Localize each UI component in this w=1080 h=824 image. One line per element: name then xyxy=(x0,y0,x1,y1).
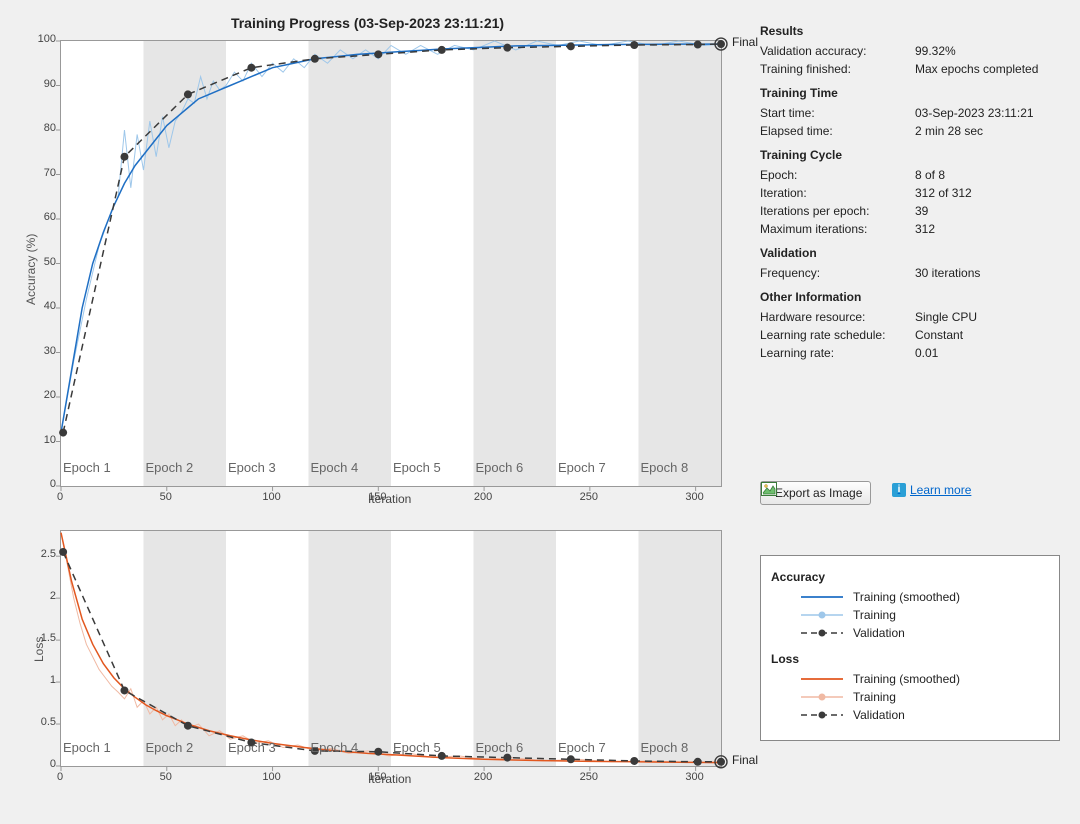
ytick-label: 0.5 xyxy=(30,716,56,728)
results-heading: Results xyxy=(760,24,1060,38)
info-icon: i xyxy=(892,483,906,497)
legend-row-acc-validation: Validation xyxy=(801,626,1049,640)
ytick-label: 90 xyxy=(30,78,56,90)
xtick-label: 50 xyxy=(154,771,178,783)
page-title: Training Progress (03-Sep-2023 23:11:21) xyxy=(0,15,735,31)
final-label: Final xyxy=(732,753,758,767)
epoch-label: Epoch 5 xyxy=(393,460,441,475)
xtick-label: 0 xyxy=(48,771,72,783)
epoch-label: Epoch 1 xyxy=(63,740,111,755)
xtick-label: 0 xyxy=(48,491,72,503)
learn-more-label: Learn more xyxy=(910,483,971,497)
legend-row-loss-validation: Validation xyxy=(801,708,1049,722)
epoch-label: Epoch 2 xyxy=(146,740,194,755)
epoch-label: Epoch 6 xyxy=(476,460,524,475)
xtick-label: 200 xyxy=(471,491,495,503)
xtick-label: 150 xyxy=(365,491,389,503)
epoch-label: Epoch 5 xyxy=(393,740,441,755)
xtick-label: 200 xyxy=(471,771,495,783)
loss-chart xyxy=(60,530,722,767)
info-row: Start time:03-Sep-2023 23:11:21 xyxy=(760,106,1060,120)
xtick-label: 100 xyxy=(260,771,284,783)
info-row: Learning rate schedule:Constant xyxy=(760,328,1060,342)
export-button-label: Export as Image xyxy=(775,486,862,500)
legend-box: Accuracy Training (smoothed) Training Va… xyxy=(760,555,1060,741)
legend-row-acc-smoothed: Training (smoothed) xyxy=(801,590,1049,604)
epoch-label: Epoch 3 xyxy=(228,460,276,475)
legend-row-loss-smoothed: Training (smoothed) xyxy=(801,672,1049,686)
other-info-heading: Other Information xyxy=(760,290,1060,304)
info-row: Iterations per epoch:39 xyxy=(760,204,1060,218)
epoch-label: Epoch 3 xyxy=(228,740,276,755)
ytick-label: 50 xyxy=(30,256,56,268)
info-row: Training finished:Max epochs completed xyxy=(760,62,1060,76)
xtick-label: 100 xyxy=(260,491,284,503)
xtick-label: 300 xyxy=(683,771,707,783)
info-row: Maximum iterations:312 xyxy=(760,222,1060,236)
ytick-label: 1 xyxy=(30,674,56,686)
info-panel: Results Validation accuracy:99.32% Traini… xyxy=(760,24,1060,364)
info-row: Hardware resource:Single CPU xyxy=(760,310,1060,324)
ytick-label: 70 xyxy=(30,167,56,179)
info-row: Elapsed time:2 min 28 sec xyxy=(760,124,1060,138)
xtick-label: 50 xyxy=(154,491,178,503)
legend-accuracy-heading: Accuracy xyxy=(771,570,1049,584)
validation-heading: Validation xyxy=(760,246,1060,260)
info-row: Validation accuracy:99.32% xyxy=(760,44,1060,58)
epoch-label: Epoch 1 xyxy=(63,460,111,475)
ytick-label: 10 xyxy=(30,434,56,446)
xtick-label: 300 xyxy=(683,491,707,503)
ytick-label: 1.5 xyxy=(30,632,56,644)
training-time-heading: Training Time xyxy=(760,86,1060,100)
xtick-label: 150 xyxy=(365,771,389,783)
ytick-label: 40 xyxy=(30,300,56,312)
ytick-label: 100 xyxy=(30,33,56,45)
ytick-label: 2 xyxy=(30,590,56,602)
epoch-label: Epoch 8 xyxy=(641,740,689,755)
final-label: Final xyxy=(732,35,758,49)
epoch-label: Epoch 8 xyxy=(641,460,689,475)
epoch-label: Epoch 7 xyxy=(558,740,606,755)
legend-row-loss-training: Training xyxy=(801,690,1049,704)
info-row: Epoch:8 of 8 xyxy=(760,168,1060,182)
ytick-label: 30 xyxy=(30,345,56,357)
learn-more-link[interactable]: i Learn more xyxy=(892,483,971,497)
ytick-label: 20 xyxy=(30,389,56,401)
ytick-label: 80 xyxy=(30,122,56,134)
info-row: Learning rate:0.01 xyxy=(760,346,1060,360)
xtick-label: 250 xyxy=(577,491,601,503)
epoch-label: Epoch 2 xyxy=(146,460,194,475)
info-row: Iteration:312 of 312 xyxy=(760,186,1060,200)
xtick-label: 250 xyxy=(577,771,601,783)
epoch-label: Epoch 4 xyxy=(311,460,359,475)
epoch-label: Epoch 7 xyxy=(558,460,606,475)
export-image-button[interactable]: Export as Image xyxy=(760,481,871,505)
ytick-label: 0 xyxy=(30,758,56,770)
ytick-label: 2.5 xyxy=(30,548,56,560)
accuracy-chart xyxy=(60,40,722,487)
info-row: Frequency:30 iterations xyxy=(760,266,1060,280)
epoch-label: Epoch 4 xyxy=(311,740,359,755)
ytick-label: 60 xyxy=(30,211,56,223)
accuracy-ylabel: Accuracy (%) xyxy=(24,234,38,305)
legend-row-acc-training: Training xyxy=(801,608,1049,622)
training-cycle-heading: Training Cycle xyxy=(760,148,1060,162)
ytick-label: 0 xyxy=(30,478,56,490)
legend-loss-heading: Loss xyxy=(771,652,1049,666)
epoch-label: Epoch 6 xyxy=(476,740,524,755)
